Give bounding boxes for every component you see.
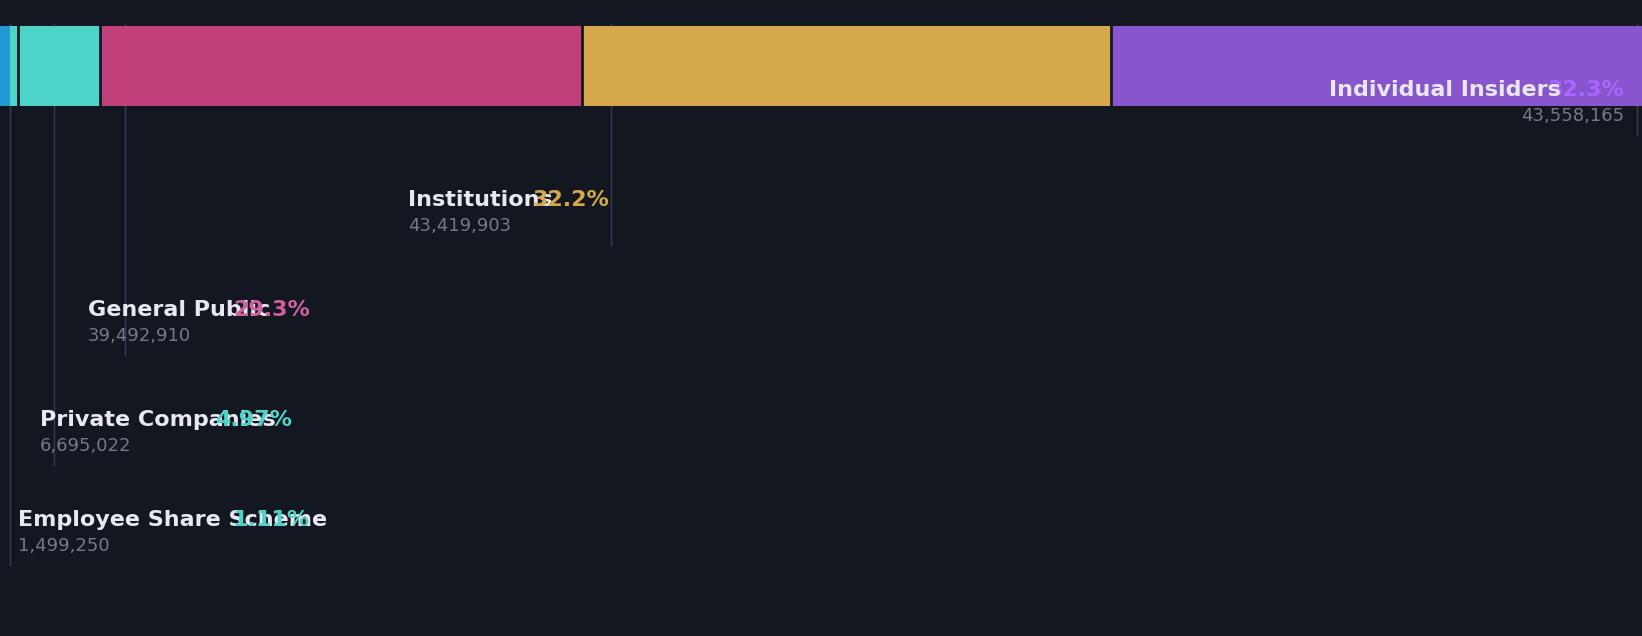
Bar xyxy=(0,26,10,106)
Text: Employee Share Scheme: Employee Share Scheme xyxy=(18,510,327,530)
Bar xyxy=(1112,26,1642,106)
Text: 43,419,903: 43,419,903 xyxy=(407,217,511,235)
Bar xyxy=(100,26,581,106)
Text: General Public: General Public xyxy=(89,300,271,320)
Text: 1,499,250: 1,499,250 xyxy=(18,537,110,555)
Bar xyxy=(10,26,18,106)
Bar xyxy=(18,26,100,106)
Text: 32.3%: 32.3% xyxy=(1547,80,1624,100)
Text: 6,695,022: 6,695,022 xyxy=(39,437,131,455)
Text: 29.3%: 29.3% xyxy=(233,300,310,320)
Text: Individual Insiders: Individual Insiders xyxy=(1328,80,1568,100)
Text: 39,492,910: 39,492,910 xyxy=(89,327,190,345)
Text: 1.11%: 1.11% xyxy=(232,510,310,530)
Text: Private Companies: Private Companies xyxy=(39,410,276,430)
Text: 32.2%: 32.2% xyxy=(534,190,609,210)
Text: Institutions: Institutions xyxy=(407,190,553,210)
Text: 4.97%: 4.97% xyxy=(215,410,292,430)
Bar xyxy=(581,26,1112,106)
Text: 43,558,165: 43,558,165 xyxy=(1520,107,1624,125)
